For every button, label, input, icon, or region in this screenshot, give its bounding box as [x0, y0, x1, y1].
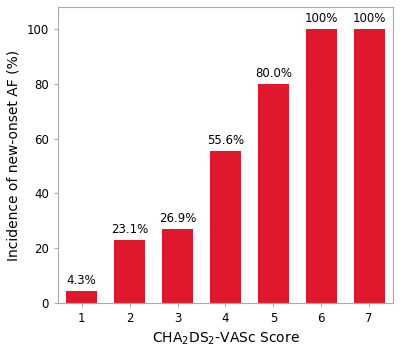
Text: 23.1%: 23.1%	[111, 223, 148, 236]
Text: 100%: 100%	[352, 12, 386, 25]
Y-axis label: Incidence of new-onset AF (%): Incidence of new-onset AF (%)	[7, 50, 21, 261]
Bar	[306, 29, 337, 303]
Bar	[210, 150, 241, 303]
Bar	[162, 229, 193, 303]
Bar	[114, 240, 145, 303]
Bar	[258, 84, 289, 303]
X-axis label: CHA$_2$DS$_2$-VASc Score: CHA$_2$DS$_2$-VASc Score	[152, 331, 299, 347]
Text: 100%: 100%	[304, 12, 338, 25]
Bar	[354, 29, 385, 303]
Bar	[66, 291, 97, 303]
Text: 55.6%: 55.6%	[207, 133, 244, 147]
Text: 4.3%: 4.3%	[67, 274, 97, 287]
Text: 26.9%: 26.9%	[159, 212, 196, 225]
Text: 80.0%: 80.0%	[255, 67, 292, 80]
